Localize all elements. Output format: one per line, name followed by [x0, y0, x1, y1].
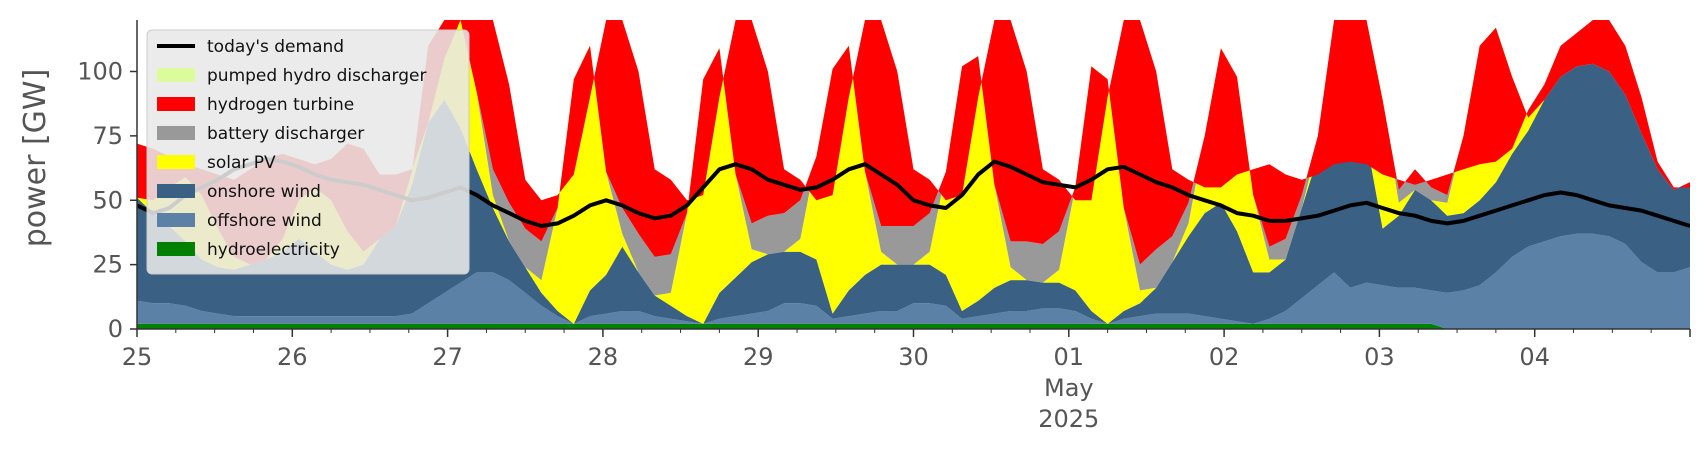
area-onshore-wind [137, 63, 1690, 324]
area-hydrogen-turbine-peaks [137, 20, 1690, 265]
x-tick-label: 26 [277, 343, 308, 371]
area-offshore-wind [137, 233, 1690, 329]
x-tick-label: 28 [588, 343, 619, 371]
y-tick-label: 100 [77, 58, 123, 86]
legend-swatch [157, 184, 195, 198]
y-tick-label: 0 [108, 315, 123, 343]
legend-label: onshore wind [207, 182, 321, 202]
legend: today's demand pumped hydro discharger hyd… [146, 29, 470, 275]
legend-label: offshore wind [207, 211, 322, 231]
legend-swatch [157, 97, 195, 111]
legend-label: today's demand [207, 37, 344, 57]
x-tick-label: 27 [432, 343, 463, 371]
x-tick-label: 25 [122, 343, 153, 371]
legend-entry: battery discharger [157, 124, 364, 144]
plot-area [137, 20, 1690, 329]
legend-entry: pumped hydro discharger [157, 66, 426, 86]
area-battery-discharger [137, 20, 1690, 296]
legend-label: hydroelectricity [207, 240, 340, 260]
legend-entry: today's demand [157, 37, 344, 57]
x-tick-label: 04 [1519, 343, 1550, 371]
y-tick-label: 50 [92, 186, 123, 214]
legend-box [146, 29, 470, 275]
legend-entry: hydroelectricity [157, 240, 340, 260]
legend-swatch [157, 68, 195, 82]
legend-label: solar PV [207, 153, 276, 173]
legend-swatch [157, 126, 195, 140]
legend-label: hydrogen turbine [207, 95, 354, 115]
x-tick-label: 01 [1054, 343, 1085, 371]
x-month-label: May [1044, 374, 1094, 402]
x-tick-label: 02 [1209, 343, 1240, 371]
x-tick-label: 03 [1364, 343, 1395, 371]
legend-entry: offshore wind [157, 211, 322, 231]
y-tick-label: 75 [92, 122, 123, 150]
y-axis-label: power [GW] [18, 69, 53, 248]
area-hydroelectricity [137, 323, 1690, 329]
y-tick-label: 25 [92, 251, 123, 279]
x-tick-label: 30 [898, 343, 929, 371]
legend-swatch [157, 213, 195, 227]
x-tick-label: 29 [743, 343, 774, 371]
legend-label: pumped hydro discharger [207, 66, 426, 86]
legend-entry: hydrogen turbine [157, 95, 354, 115]
legend-entry: solar PV [157, 153, 276, 173]
legend-swatch [157, 242, 195, 256]
legend-label: battery discharger [207, 124, 364, 144]
legend-swatch [157, 155, 195, 169]
legend-entry: onshore wind [157, 182, 321, 202]
x-year-label: 2025 [1038, 405, 1099, 433]
